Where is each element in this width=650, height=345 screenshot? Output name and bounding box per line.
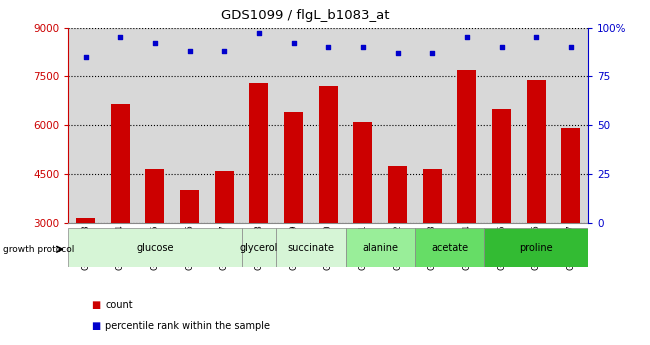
Text: succinate: succinate [287,243,334,253]
Text: growth protocol: growth protocol [3,245,75,254]
Bar [68,228,242,267]
Point [393,50,403,56]
Point [150,40,160,46]
Bar [388,166,407,320]
Bar [458,70,476,320]
Point [427,50,437,56]
Bar [276,228,346,267]
Bar [250,83,268,320]
Text: GDS1099 / flgL_b1083_at: GDS1099 / flgL_b1083_at [221,9,390,22]
Point [566,44,576,50]
Point [323,44,333,50]
Bar [180,190,199,320]
Point [358,44,368,50]
Text: percentile rank within the sample: percentile rank within the sample [105,321,270,331]
Bar [242,228,276,267]
Bar [526,80,546,320]
Text: acetate: acetate [431,243,468,253]
Bar [284,112,303,320]
Bar [146,169,164,320]
Point [81,54,91,60]
Bar [214,170,234,320]
Text: alanine: alanine [362,243,398,253]
Text: count: count [105,300,133,310]
Text: ■: ■ [91,321,100,331]
Bar [318,86,338,320]
Bar [354,122,372,320]
Point [462,34,472,40]
Bar [415,228,484,267]
Text: glycerol: glycerol [240,243,278,253]
Bar [484,228,588,267]
Text: glucose: glucose [136,243,174,253]
Point [531,34,541,40]
Bar [492,109,511,320]
Bar [422,169,442,320]
Point [219,48,229,54]
Point [289,40,299,46]
Bar [111,104,130,320]
Point [185,48,195,54]
Bar [562,128,580,320]
Text: proline: proline [519,243,553,253]
Point [254,31,264,36]
Point [115,34,125,40]
Point [497,44,507,50]
Text: ■: ■ [91,300,100,310]
Bar [346,228,415,267]
Bar [76,218,95,320]
